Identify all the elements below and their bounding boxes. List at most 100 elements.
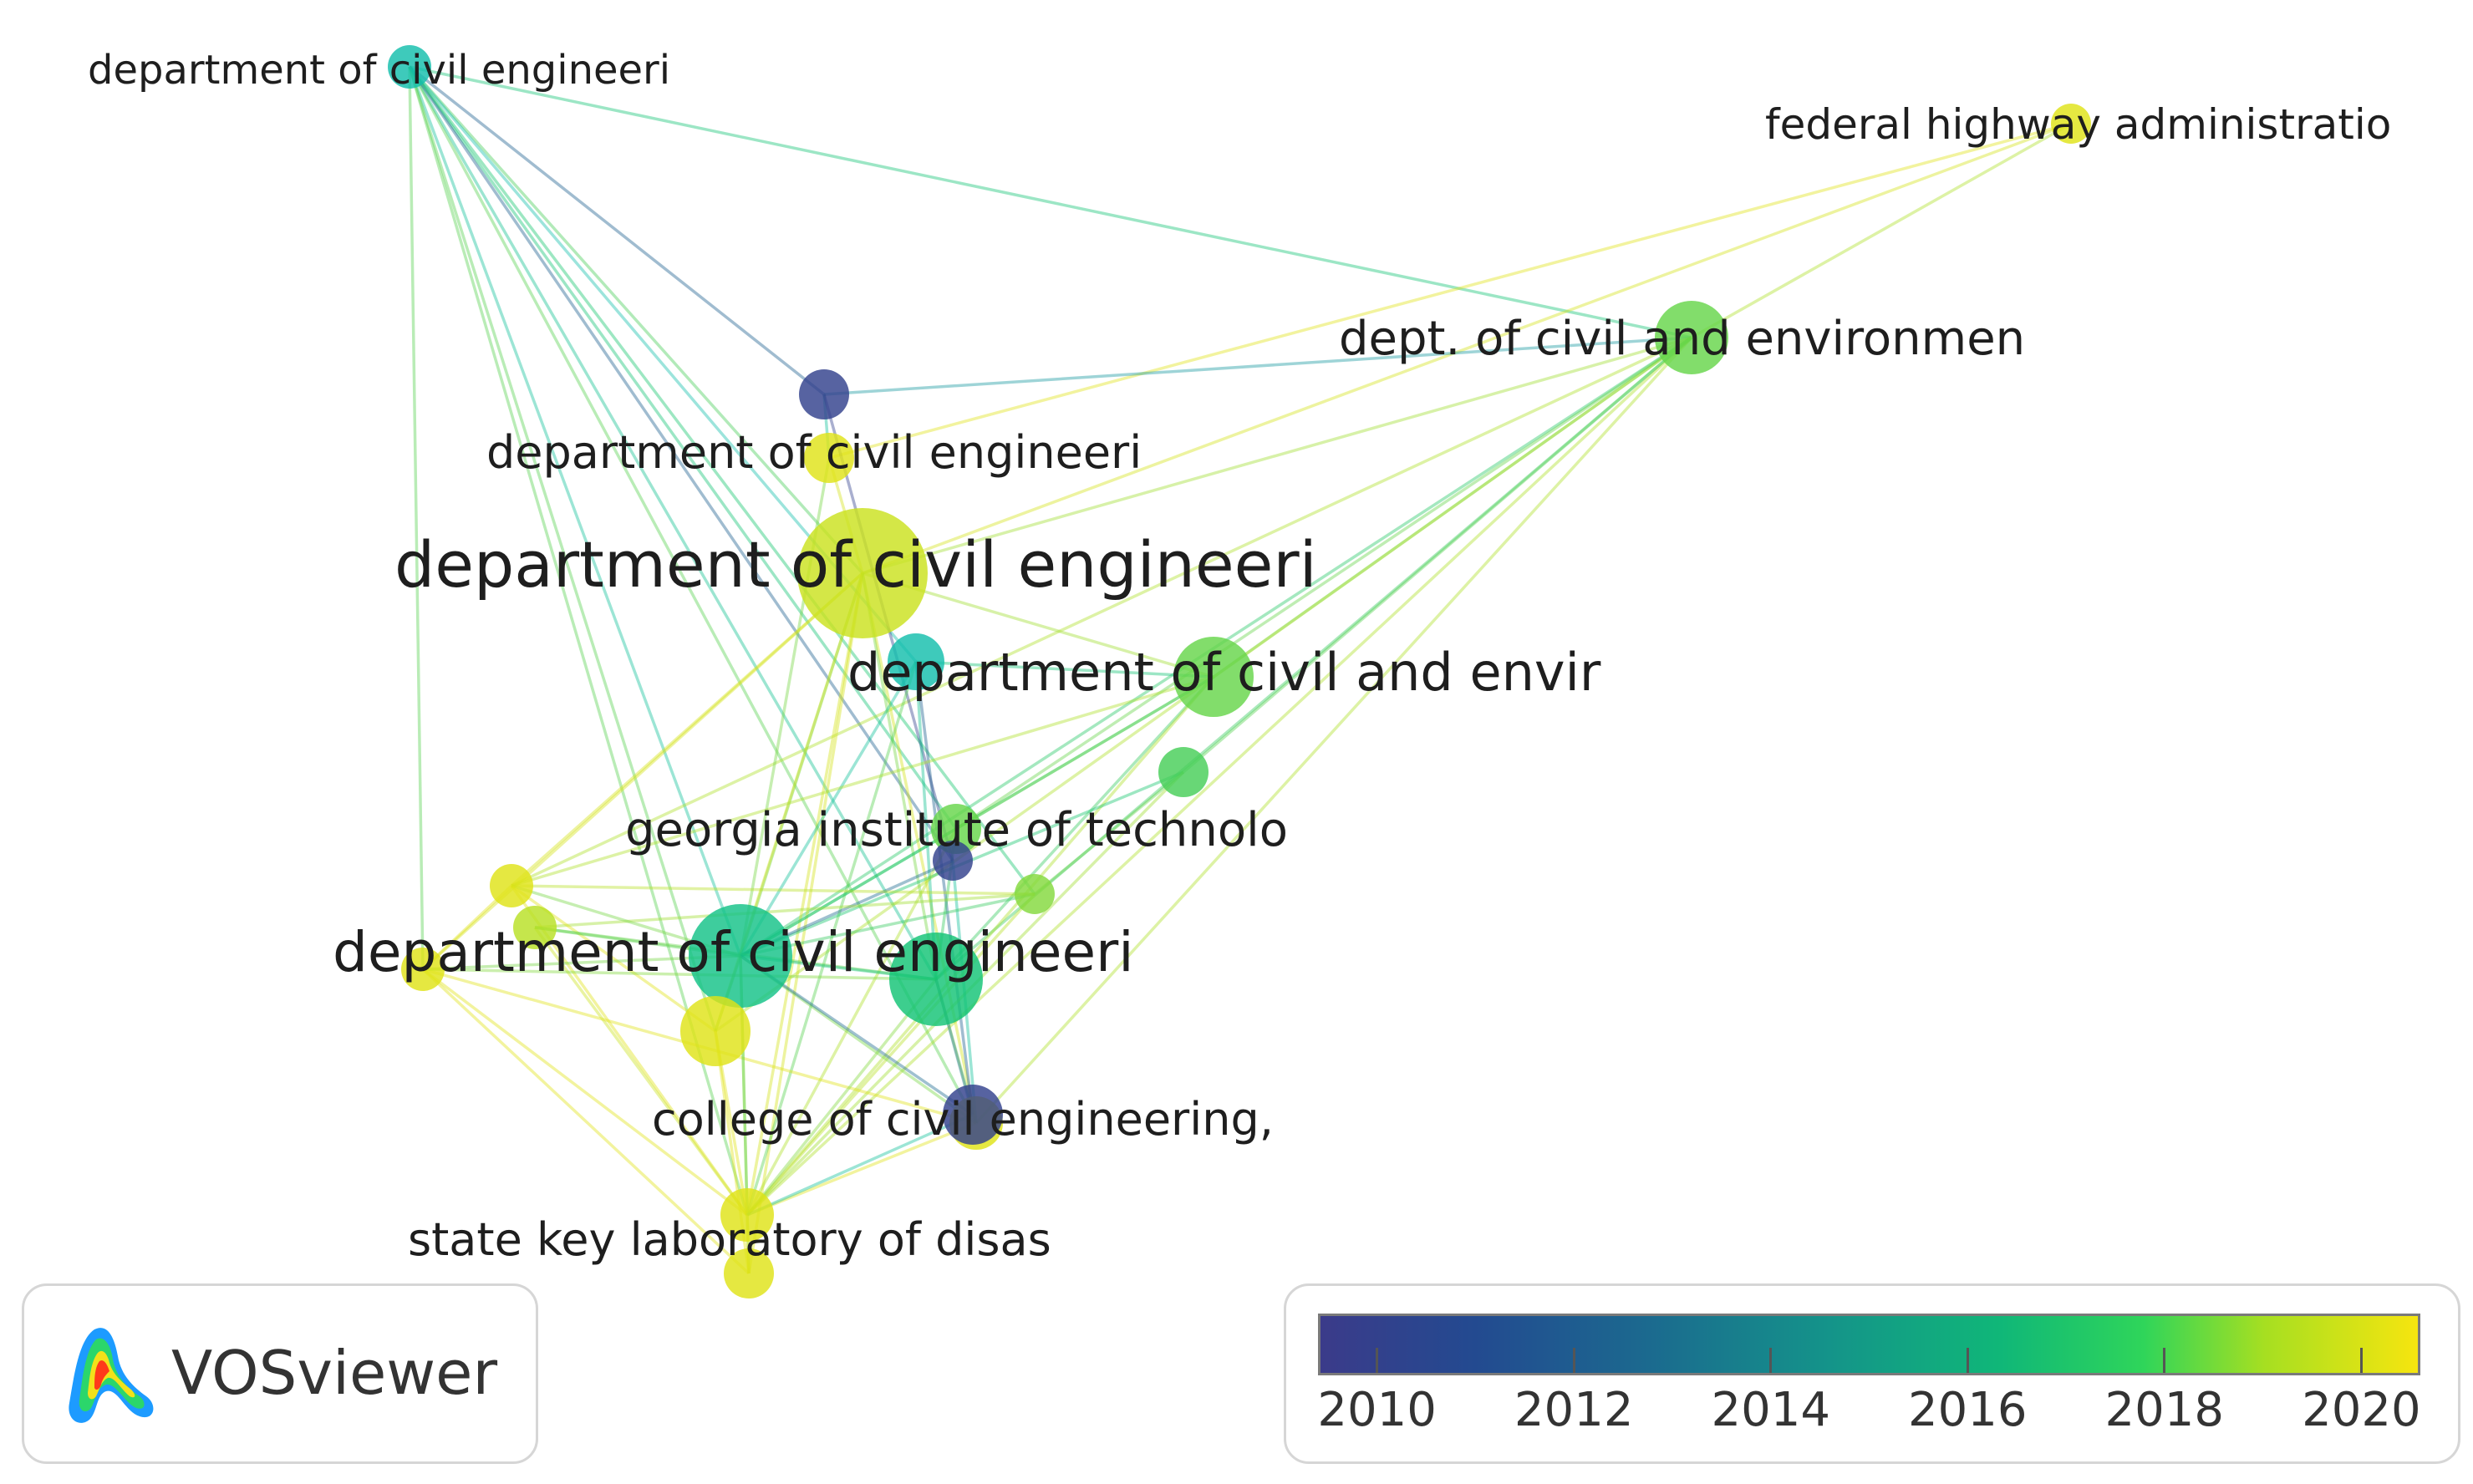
node-n_green_right[interactable]: [1158, 747, 1209, 797]
link-n_federal-n_dce_big: [862, 122, 2072, 575]
legend-tick-2012: [1572, 1348, 1575, 1373]
node-n_state_key[interactable]: [720, 1188, 774, 1242]
link-n_dce_env-n_state_key: [745, 675, 1215, 1217]
link-n_dce_env-n_georgia: [955, 675, 1214, 831]
link-n_top_left-n_dept_env: [409, 65, 1692, 339]
link-n_dce_env-n_green_mid2: [934, 675, 1215, 981]
node-n_green_small[interactable]: [1015, 874, 1055, 914]
nodes-layer: [388, 45, 2091, 1298]
link-n_dce_big-n_dce_green: [739, 572, 864, 957]
labels-layer: department of civil engineeri federal hig…: [88, 47, 2391, 1266]
link-n_dept_env-n_dce_env: [1212, 336, 1693, 678]
link-n_yg_left-n_state_key: [533, 926, 749, 1217]
link-n_green_small-n_state_key: [745, 892, 1036, 1217]
link-n_dce_env-n_yellow_left: [511, 675, 1214, 887]
link-n_dce_big-n_green_mid2: [861, 572, 938, 980]
legend-tick-2020: [2359, 1348, 2363, 1373]
link-n_dce_big-n_yellow_left: [510, 572, 864, 887]
legend-color-bar: [1318, 1314, 2420, 1375]
link-n_federal-n_dce_mid: [828, 122, 2072, 460]
legend-tick-2010: [1376, 1348, 1379, 1373]
vosviewer-logo-icon: [69, 1328, 154, 1423]
node-n_dce_big[interactable]: [797, 508, 928, 638]
link-n_yellow_left2-n_green_mid2: [422, 968, 937, 981]
link-n_green_small-n_yg_left: [534, 892, 1036, 929]
link-n_teal_mid-n_green_mid2: [914, 661, 938, 980]
link-n_dept_env-n_yellow_left: [511, 336, 1692, 887]
node-n_green_mid2[interactable]: [889, 933, 983, 1026]
link-n_top_left-n_yellow_mid: [408, 66, 717, 1032]
legend-tick-label-2018: 2018: [2104, 1383, 2225, 1437]
legend-tick-label-2016: 2016: [1908, 1383, 2028, 1437]
link-n_teal_mid-n_dce_env: [915, 660, 1214, 678]
node-n_dept_env[interactable]: [1655, 301, 1728, 374]
link-n_top_left-n_purple_top: [408, 65, 826, 396]
year-color-legend: 2010 2012 2014 2016 2018 2020: [1284, 1283, 2460, 1464]
link-n_federal-n_dept_env: [1691, 122, 2072, 339]
legend-tick-2014: [1769, 1348, 1773, 1373]
link-n_teal_mid-n_dce_green: [739, 661, 918, 957]
node-n_dce_mid[interactable]: [804, 433, 854, 483]
node-label-n_dce_big: department of civil engineeri: [394, 527, 1317, 602]
node-label-n_dept_env: dept. of civil and environmen: [1339, 312, 2025, 366]
link-n_dept_env-n_dce_big: [862, 336, 1692, 575]
link-n_dce_big-n_college: [861, 572, 978, 1124]
link-n_top_left-n_georgia: [408, 65, 958, 831]
node-label-n_top_left: department of civil engineeri: [88, 47, 670, 94]
node-n_federal[interactable]: [2051, 104, 2091, 144]
link-n_dept_env-n_green_mid2: [934, 336, 1693, 981]
link-n_top_left-n_yellow_left2: [408, 66, 425, 970]
node-n_purple_mid[interactable]: [933, 841, 973, 881]
vosviewer-logo-panel: VOSviewer: [22, 1283, 538, 1464]
link-n_purple_low-n_state_key: [746, 1113, 974, 1217]
link-n_teal_mid-n_state_key: [745, 661, 918, 1216]
link-n_top_left-n_green_small: [408, 65, 1036, 896]
link-n_dce_big-n_yellow_left2: [421, 572, 864, 971]
node-n_dce_green[interactable]: [689, 904, 792, 1008]
node-n_georgia[interactable]: [931, 804, 981, 854]
legend-tick-2018: [2163, 1348, 2166, 1373]
legend-tick-2016: [1966, 1348, 1969, 1373]
node-label-n_dce_mid: department of civil engineeri: [486, 426, 1142, 479]
node-n_purple_low[interactable]: [943, 1085, 1003, 1145]
legend-tick-label-2010: 2010: [1317, 1383, 1437, 1437]
legend-tick-label-2014: 2014: [1711, 1383, 1830, 1437]
node-n_yellow_bottom[interactable]: [724, 1248, 774, 1298]
link-n_green_mid2-n_state_key: [745, 978, 938, 1217]
link-n_yellow_left-n_green_small: [511, 884, 1036, 896]
link-n_top_left-n_college: [408, 66, 978, 1124]
link-n_top_left-n_dce_green: [408, 66, 742, 957]
node-label-n_state_key: state key laboratory of disas: [408, 1213, 1051, 1266]
link-n_top_left-n_green_mid2: [408, 66, 938, 980]
link-n_yellow_left2-n_dce_green: [422, 954, 741, 971]
link-n_dept_env-n_georgia: [955, 336, 1692, 831]
node-n_yellow_left[interactable]: [490, 864, 533, 907]
link-n_dept_env-n_green_right: [1182, 336, 1693, 774]
link-n_dce_big-n_state_key: [745, 572, 864, 1216]
node-label-n_georgia: georgia institute of technolo: [625, 803, 1288, 857]
node-n_yellow_mid[interactable]: [680, 996, 751, 1066]
legend-tick-label-2020: 2020: [2302, 1383, 2421, 1437]
link-n_dce_big-n_yellow_bottom: [747, 572, 864, 1274]
node-n_yg_left[interactable]: [513, 906, 557, 949]
node-n_yellow_left2[interactable]: [401, 948, 445, 991]
node-label-n_college: college of civil engineering,: [652, 1093, 1274, 1146]
link-n_dept_env-n_purple_top: [823, 336, 1692, 396]
node-n_teal_mid[interactable]: [888, 633, 944, 690]
link-n_teal_mid-n_purple_low: [914, 661, 974, 1116]
link-n_green_right-n_green_small: [1033, 770, 1185, 896]
node-n_top_left[interactable]: [388, 45, 431, 89]
vosviewer-logo-text: VOSviewer: [171, 1338, 498, 1408]
link-n_georgia-n_state_key: [745, 828, 958, 1216]
link-n_dept_env-n_college: [974, 336, 1693, 1125]
link-n_top_left-n_dce_big: [408, 65, 864, 575]
node-n_dce_env[interactable]: [1173, 637, 1254, 717]
node-label-n_dce_green: department of civil engineeri: [333, 920, 1134, 984]
legend-tick-label-2012: 2012: [1514, 1383, 1634, 1437]
node-n_purple_top[interactable]: [799, 369, 849, 419]
link-n_college-n_state_key: [746, 1121, 977, 1217]
link-n_top_left-n_purple_mid: [408, 66, 954, 861]
node-label-n_dce_env: department of civil and envir: [847, 642, 1601, 703]
link-n_dept_env-n_state_key: [745, 336, 1693, 1217]
